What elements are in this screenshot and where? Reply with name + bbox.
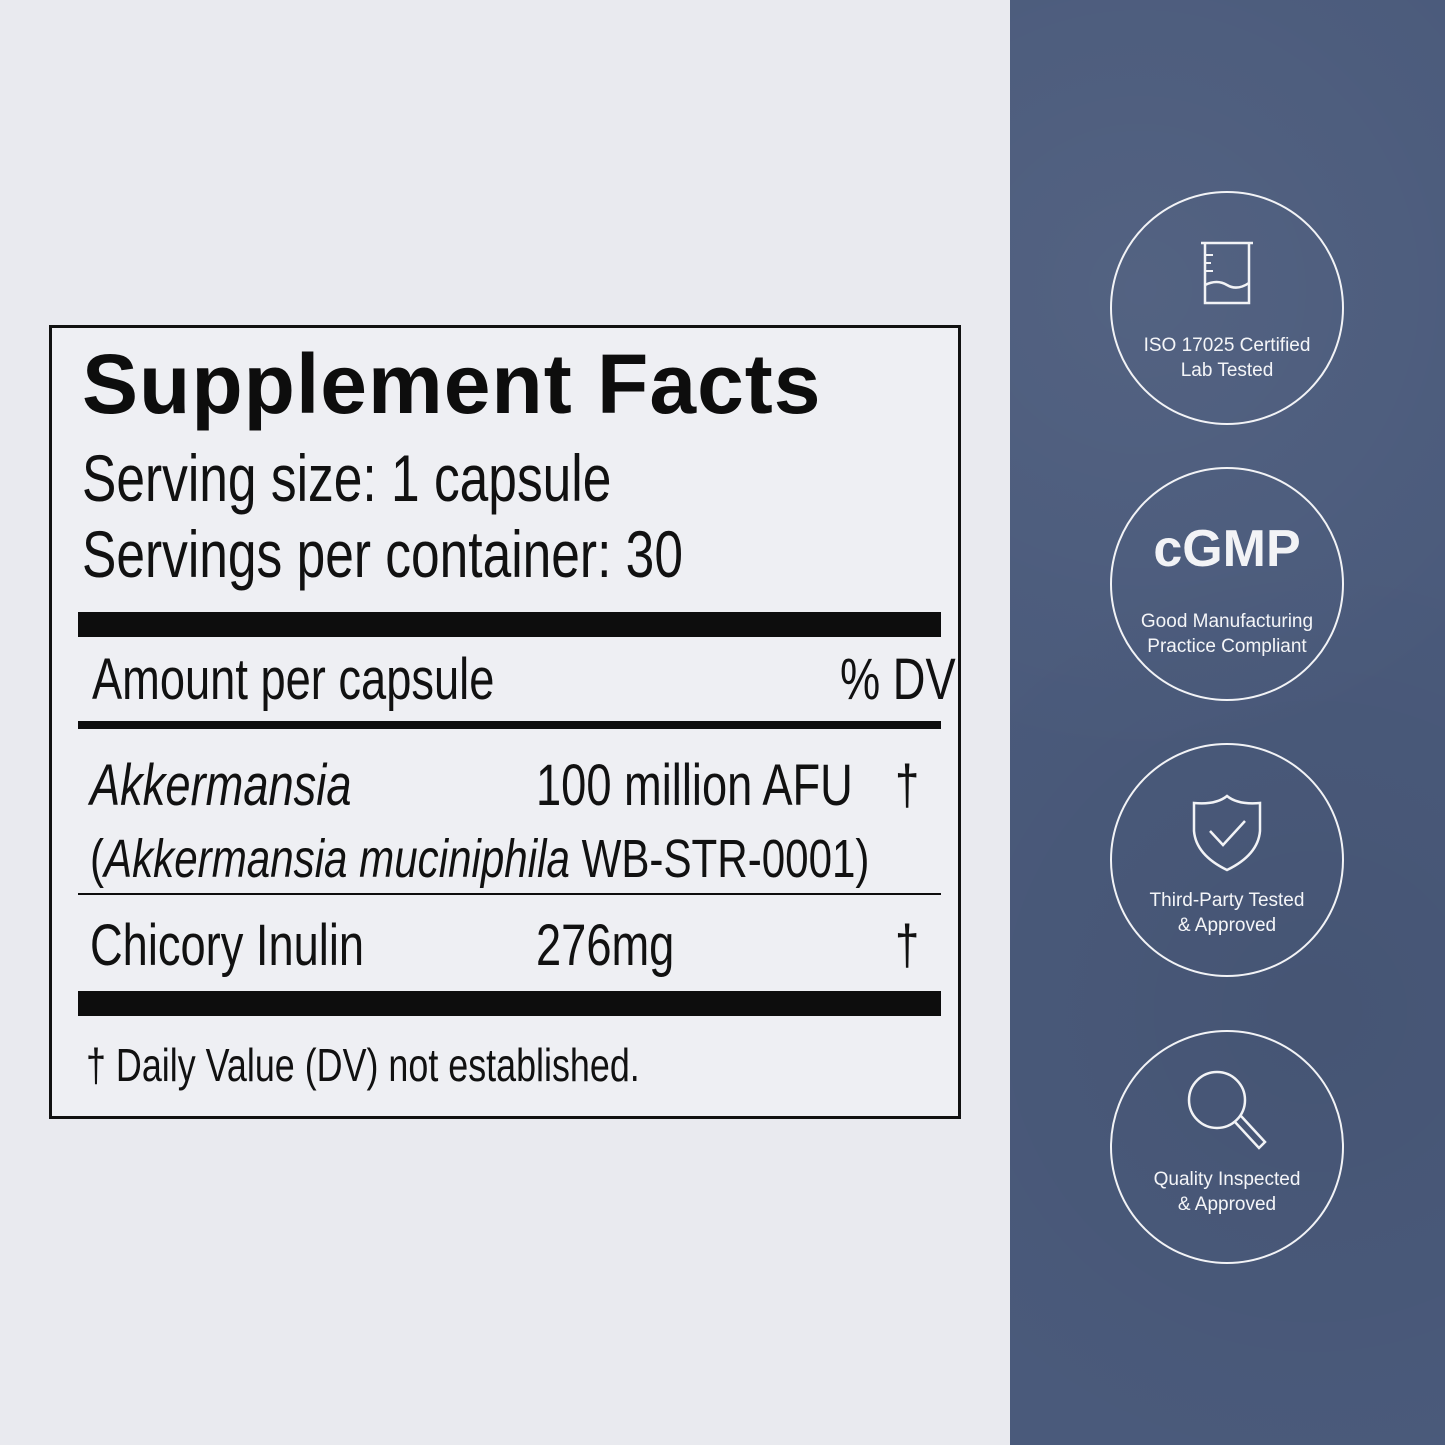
ingredient-amount: 100 million AFU bbox=[536, 753, 853, 818]
serving-size: Serving size: 1 capsule bbox=[82, 441, 612, 515]
ingredient-name: Chicory Inulin bbox=[90, 913, 365, 978]
thick-divider bbox=[78, 612, 941, 637]
badge-text: Third-Party Tested bbox=[1149, 890, 1305, 911]
servings-per-container: Servings per container: 30 bbox=[82, 517, 683, 591]
badge-text: Good Manufacturing bbox=[1140, 611, 1314, 632]
badge-text: Quality Inspected bbox=[1153, 1169, 1301, 1190]
certification-panel: ISO 17025 Certified Lab Tested cGMP Good … bbox=[1010, 0, 1445, 1445]
ingredient-name: Akkermansia bbox=[90, 753, 352, 818]
shield-check-icon bbox=[1192, 794, 1262, 872]
medium-divider bbox=[78, 721, 941, 729]
ingredient-dv: † bbox=[895, 913, 920, 976]
badge-text: Lab Tested bbox=[1180, 360, 1274, 381]
amount-header: Amount per capsule bbox=[92, 647, 495, 712]
label-title: Supplement Facts bbox=[82, 337, 822, 431]
ingredient-dv: † bbox=[895, 753, 920, 816]
dv-header: % DV bbox=[840, 647, 956, 712]
badge-iso: ISO 17025 Certified Lab Tested bbox=[1110, 191, 1344, 425]
badge-cgmp: cGMP Good Manufacturing Practice Complian… bbox=[1110, 467, 1344, 701]
thin-divider bbox=[78, 893, 941, 895]
magnifier-icon bbox=[1187, 1070, 1267, 1150]
badge-text: & Approved bbox=[1177, 1194, 1277, 1215]
ingredient-amount: 276mg bbox=[536, 913, 675, 978]
badge-text: & Approved bbox=[1177, 915, 1277, 936]
cgmp-logo: cGMP bbox=[1153, 520, 1301, 578]
thick-divider bbox=[78, 991, 941, 1016]
badge-third-party: Third-Party Tested & Approved bbox=[1110, 743, 1344, 977]
badge-text: Practice Compliant bbox=[1147, 636, 1307, 657]
ingredient-strain: (Akkermansia muciniphila WB-STR-0001) bbox=[90, 829, 870, 889]
footnote: † Daily Value (DV) not established. bbox=[86, 1039, 640, 1091]
badge-text: ISO 17025 Certified bbox=[1143, 335, 1311, 356]
beaker-icon bbox=[1201, 241, 1253, 305]
badge-quality: Quality Inspected & Approved bbox=[1110, 1030, 1344, 1264]
